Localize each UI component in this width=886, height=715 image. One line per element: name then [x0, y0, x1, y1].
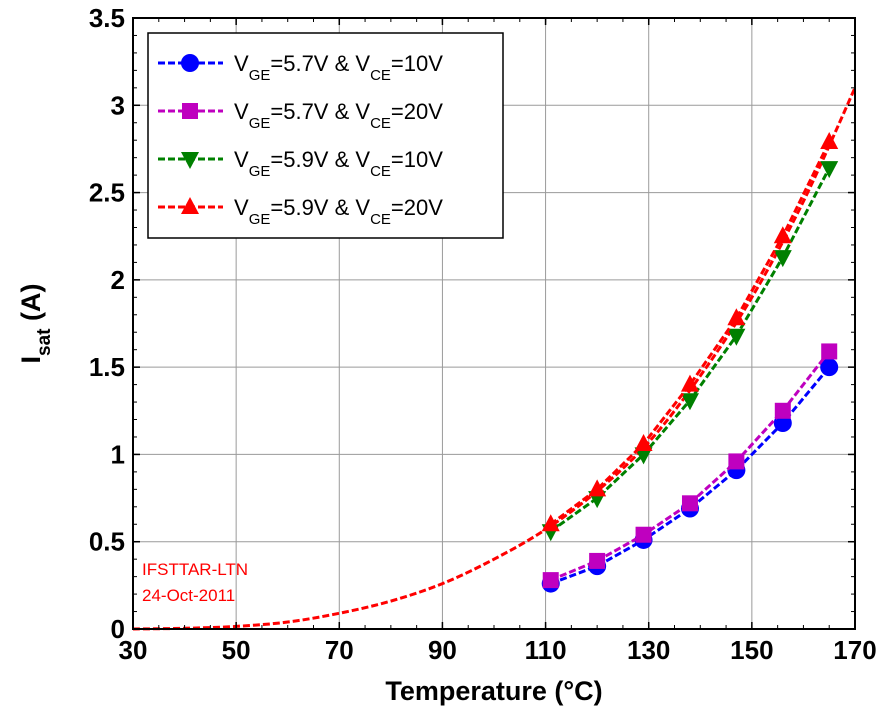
- legend-entry: VGE=5.9V & VCE=10V: [158, 147, 443, 180]
- legend-label: VGE=5.9V & VCE=10V: [234, 147, 443, 180]
- y-tick-label: 0.5: [89, 527, 125, 557]
- legend-box: [147, 32, 504, 239]
- x-tick-label: 70: [325, 635, 354, 665]
- data-point: [541, 514, 560, 532]
- data-point: [727, 328, 746, 346]
- data-point: [820, 358, 839, 377]
- x-axis-title: Temperature (°C): [385, 676, 602, 706]
- legend-entry: VGE=5.7V & VCE=20V: [158, 99, 443, 132]
- legend-label: VGE=5.7V & VCE=20V: [234, 99, 443, 132]
- legend-label-part: V: [234, 147, 249, 172]
- data-point: [820, 161, 839, 179]
- legend-label-part: =5.7V & V: [270, 51, 370, 76]
- data-point: [821, 343, 838, 360]
- annotation-date: 24-Oct-2011: [142, 586, 235, 605]
- y-tick-label: 3: [111, 90, 125, 120]
- y-axis-title-sub: sat: [34, 328, 55, 356]
- legend-label-part: =5.9V & V: [270, 195, 370, 220]
- legend-entry: VGE=5.9V & VCE=20V: [158, 195, 443, 228]
- legend-label-part: GE: [249, 115, 271, 132]
- data-point: [680, 393, 699, 411]
- x-tick-label: 50: [222, 635, 251, 665]
- tick-layer: 30 50 70 90 110 130 150 170 0 0.5 1 1.5 2 2.5 3 3.5: [89, 3, 877, 665]
- data-point: [542, 572, 559, 589]
- series-2: [542, 343, 838, 589]
- legend-label-part: =10V: [391, 147, 443, 172]
- legend-label-part: CE: [370, 211, 391, 228]
- data-point: [773, 226, 792, 244]
- legend-label-part: CE: [370, 163, 391, 180]
- data-point: [773, 250, 792, 268]
- x-tick-label: 30: [119, 635, 148, 665]
- y-axis-title: Isat (A): [16, 284, 55, 364]
- x-tick-label: 150: [730, 635, 773, 665]
- x-tick-label: 130: [627, 635, 670, 665]
- fit-curve: [132, 87, 857, 631]
- legend-label-part: =20V: [391, 195, 443, 220]
- x-tick-label: 90: [428, 635, 457, 665]
- legend-label-part: =20V: [391, 99, 443, 124]
- legend-label-part: GE: [249, 211, 271, 228]
- data-point: [727, 308, 746, 326]
- legend-label-part: CE: [370, 115, 391, 132]
- data-point: [589, 552, 606, 569]
- series-line: [549, 167, 831, 533]
- data-point: [634, 447, 653, 465]
- x-tick-label: 170: [833, 635, 876, 665]
- y-axis-title-rest: (A): [16, 284, 46, 329]
- fit-curve-layer: [132, 87, 857, 631]
- y-axis-title-main: I: [16, 356, 46, 364]
- y-tick-label: 1: [111, 439, 125, 469]
- data-point: [820, 131, 839, 149]
- data-point: [728, 453, 745, 470]
- annotation-lab: IFSTTAR-LTN: [142, 560, 248, 579]
- legend-label-part: V: [234, 51, 249, 76]
- y-tick-label: 1.5: [89, 352, 125, 382]
- legend-label: VGE=5.7V & VCE=10V: [234, 51, 443, 84]
- data-point: [774, 402, 791, 419]
- data-point: [634, 433, 653, 451]
- legend-label-part: GE: [249, 67, 271, 84]
- data-point: [635, 526, 652, 543]
- data-point: [588, 479, 607, 497]
- legend-swatch-marker: [181, 54, 199, 72]
- legend-label-part: =5.9V & V: [270, 147, 370, 172]
- legend-label-part: =10V: [391, 51, 443, 76]
- legend-label-part: =5.7V & V: [270, 99, 370, 124]
- legend-swatch-marker: [181, 152, 199, 169]
- y-tick-label: 3.5: [89, 3, 125, 33]
- data-point: [680, 374, 699, 392]
- data-point: [681, 495, 698, 512]
- x-tick-label: 110: [525, 635, 567, 665]
- y-tick-label: 2: [111, 265, 125, 295]
- y-tick-label: 2.5: [89, 178, 125, 208]
- legend-swatch-marker: [182, 103, 198, 119]
- series-4: [541, 131, 839, 532]
- legend-label-part: V: [234, 195, 249, 220]
- series-layer: [541, 131, 839, 593]
- legend-entry: VGE=5.7V & VCE=10V: [158, 51, 443, 84]
- legend-label: VGE=5.9V & VCE=20V: [234, 195, 443, 228]
- legend-swatch-marker: [181, 197, 199, 214]
- legend-label-part: V: [234, 99, 249, 124]
- legend-label-part: GE: [249, 163, 271, 180]
- y-tick-label: 0: [111, 614, 125, 644]
- legend-label-part: CE: [370, 67, 391, 84]
- series-line: [549, 141, 831, 526]
